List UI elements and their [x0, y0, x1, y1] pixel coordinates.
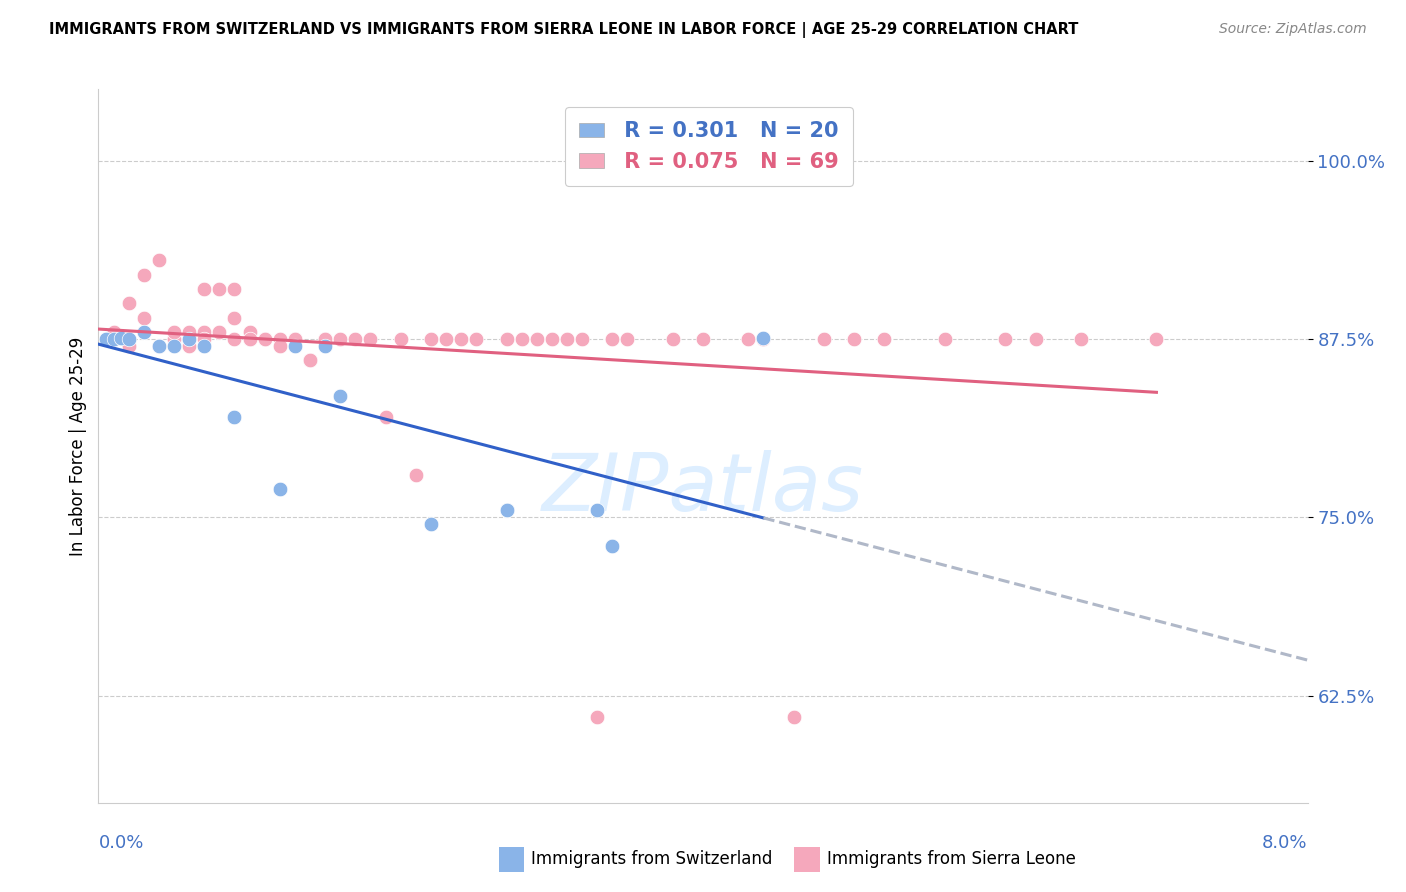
- Point: [269, 339, 291, 353]
- Point: [813, 332, 835, 346]
- Point: [782, 710, 804, 724]
- Point: [661, 332, 683, 346]
- Point: [314, 339, 336, 353]
- Text: Immigrants from Sierra Leone: Immigrants from Sierra Leone: [827, 850, 1076, 868]
- Point: [450, 332, 472, 346]
- Point: [163, 325, 186, 339]
- Point: [132, 268, 155, 282]
- Point: [555, 332, 578, 346]
- Point: [103, 325, 125, 339]
- Point: [873, 332, 896, 346]
- Text: 0.0%: 0.0%: [98, 834, 143, 852]
- Point: [405, 467, 427, 482]
- Point: [314, 332, 336, 346]
- Point: [103, 332, 125, 346]
- Point: [465, 332, 488, 346]
- Point: [1144, 332, 1167, 346]
- Point: [148, 339, 170, 353]
- Point: [179, 332, 201, 346]
- Point: [752, 330, 775, 344]
- Point: [586, 503, 609, 517]
- Point: [110, 330, 132, 344]
- Y-axis label: In Labor Force | Age 25-29: In Labor Force | Age 25-29: [69, 336, 87, 556]
- Point: [224, 332, 246, 346]
- Point: [419, 332, 441, 346]
- Point: [1024, 332, 1046, 346]
- Point: [284, 332, 307, 346]
- Point: [193, 332, 215, 346]
- Point: [495, 503, 517, 517]
- Point: [510, 332, 533, 346]
- Point: [163, 339, 186, 353]
- Point: [344, 332, 367, 346]
- Point: [163, 332, 186, 346]
- Text: IMMIGRANTS FROM SWITZERLAND VS IMMIGRANTS FROM SIERRA LEONE IN LABOR FORCE | AGE: IMMIGRANTS FROM SWITZERLAND VS IMMIGRANT…: [49, 22, 1078, 38]
- Point: [132, 310, 155, 325]
- Point: [179, 325, 201, 339]
- Point: [193, 339, 215, 353]
- Point: [526, 332, 548, 346]
- Point: [118, 296, 141, 310]
- Point: [389, 332, 412, 346]
- Point: [1070, 332, 1092, 346]
- Point: [239, 332, 262, 346]
- Text: 8.0%: 8.0%: [1263, 834, 1308, 852]
- Point: [118, 332, 141, 346]
- Point: [329, 332, 352, 346]
- Point: [934, 332, 956, 346]
- Point: [616, 332, 638, 346]
- Point: [269, 482, 291, 496]
- Point: [495, 332, 517, 346]
- Point: [132, 325, 155, 339]
- Point: [193, 282, 215, 296]
- Point: [179, 332, 201, 346]
- Point: [329, 389, 352, 403]
- Point: [193, 325, 215, 339]
- Point: [269, 332, 291, 346]
- Point: [314, 332, 336, 346]
- Point: [118, 339, 141, 353]
- Point: [253, 332, 276, 346]
- Point: [239, 332, 262, 346]
- Text: Source: ZipAtlas.com: Source: ZipAtlas.com: [1219, 22, 1367, 37]
- Point: [284, 332, 307, 346]
- Text: Immigrants from Switzerland: Immigrants from Switzerland: [531, 850, 773, 868]
- Point: [224, 410, 246, 425]
- Point: [179, 339, 201, 353]
- Point: [586, 710, 609, 724]
- Point: [602, 332, 624, 346]
- Legend:  R = 0.301   N = 20,  R = 0.075   N = 69: R = 0.301 N = 20, R = 0.075 N = 69: [565, 107, 853, 186]
- Point: [844, 332, 866, 346]
- Point: [359, 332, 381, 346]
- Point: [148, 339, 170, 353]
- Point: [434, 332, 457, 346]
- Point: [239, 325, 262, 339]
- Point: [224, 282, 246, 296]
- Point: [419, 517, 441, 532]
- Point: [148, 253, 170, 268]
- Point: [163, 332, 186, 346]
- Point: [540, 332, 562, 346]
- Point: [692, 332, 714, 346]
- Point: [752, 332, 775, 346]
- Point: [208, 282, 231, 296]
- Point: [253, 332, 276, 346]
- Point: [299, 353, 322, 368]
- Point: [737, 332, 759, 346]
- Point: [284, 339, 307, 353]
- Point: [495, 503, 517, 517]
- Point: [94, 332, 117, 346]
- Point: [571, 332, 593, 346]
- Point: [132, 325, 155, 339]
- Point: [103, 332, 125, 346]
- Text: ZIPatlas: ZIPatlas: [541, 450, 865, 528]
- Point: [163, 332, 186, 346]
- Point: [208, 325, 231, 339]
- Point: [374, 410, 396, 425]
- Point: [224, 310, 246, 325]
- Point: [602, 539, 624, 553]
- Point: [994, 332, 1017, 346]
- Point: [299, 353, 322, 368]
